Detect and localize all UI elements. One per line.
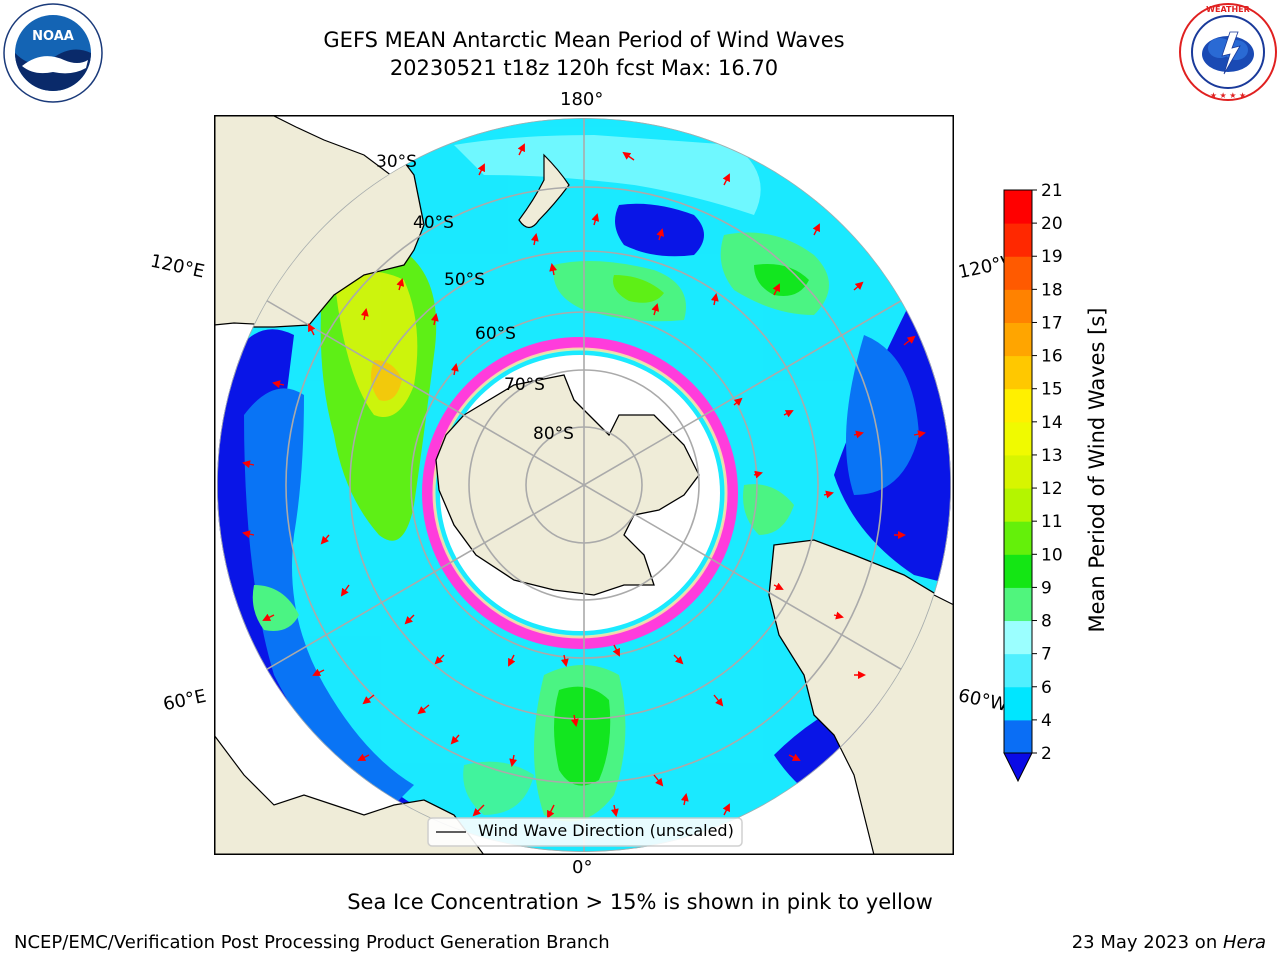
footer-host: Hera [1222,932,1266,953]
map-title: GEFS MEAN Antarctic Mean Period of Wind … [323,28,845,52]
colorbar-segment [1004,289,1032,323]
colorbar-tick-label: 9 [1041,578,1052,598]
latitude-label-50s: 50°S [444,270,485,290]
colorbar-segment [1004,322,1032,357]
svg-text:★ ★ ★ ★: ★ ★ ★ ★ [1210,91,1246,100]
svg-text:WEATHER: WEATHER [1206,5,1250,14]
colorbar-tick-label: 14 [1041,413,1063,433]
colorbar-segment [1004,223,1032,257]
colorbar-tick-label: 6 [1041,678,1052,698]
colorbar-segment [1004,256,1032,290]
colorbar-segment [1004,190,1032,224]
colorbar-segment [1004,686,1032,721]
colorbar-segment [1004,488,1032,522]
colorbar-extension [1003,752,1033,783]
colorbar-tick-label: 17 [1041,313,1063,333]
colorbar-segment [1004,388,1032,423]
colorbar-segment [1004,421,1032,456]
graticule [217,118,951,852]
colorbar-segment [1004,454,1032,489]
colorbar-tick-label: 8 [1041,612,1052,632]
footer-credit: NCEP/EMC/Verification Post Processing Pr… [14,932,610,953]
colorbar-segment [1004,587,1032,622]
colorbar-tick-label: 15 [1041,380,1063,400]
colorbar-tick-label: 11 [1041,512,1063,532]
colorbar-segment [1004,719,1032,754]
latitude-label-70s: 70°S [504,375,545,395]
latitude-label-30s: 30°S [376,152,417,172]
colorbar-tick-label: 20 [1041,214,1063,234]
colorbar-tick-label: 10 [1041,545,1063,565]
footer-date: 23 May 2023 on Hera [1072,932,1266,953]
wind-wave-arrows [242,143,926,819]
map-subtitle: 20230521 t18z 120h fcst Max: 16.70 [389,56,779,80]
meridian-label-60e: 60°E [161,685,208,716]
colorbar-tick-label: 16 [1041,347,1063,367]
colorbar-tick-label: 4 [1041,711,1052,731]
colorbar-segment [1004,355,1032,390]
colorbar-tick-label: 13 [1041,446,1063,466]
colorbar-tick-label: 7 [1041,645,1052,665]
meridian-label-180: 180° [560,89,604,110]
sea-ice-caption: Sea Ice Concentration > 15% is shown in … [347,890,933,914]
latitude-label-60s: 60°S [475,324,516,344]
colorbar: 2 4 6 7 8 9 10 11 12 13 14 15 16 17 18 19 20 21 [1003,181,1063,783]
colorbar-label: Mean Period of Wind Waves [s] [1085,307,1109,633]
latitude-label-80s: 80°S [533,424,574,444]
colorbar-tick-label: 18 [1041,280,1063,300]
colorbar-tick-label: 19 [1041,247,1063,267]
meridian-label-120e: 120°E [148,250,207,283]
colorbar-segment [1004,620,1032,655]
nws-logo: WEATHER ★ ★ ★ ★ [1179,3,1277,101]
meridian-label-0: 0° [572,857,593,878]
colorbar-segment [1004,554,1032,588]
colorbar-tick-label: 12 [1041,479,1063,499]
polar-map [214,115,954,855]
footer-date-text: 23 May 2023 on [1071,932,1223,953]
latitude-label-40s: 40°S [413,213,454,233]
legend-box [427,817,743,847]
colorbar-tick-label: 2 [1041,744,1052,764]
new-zealand [518,153,570,229]
svg-text:NOAA: NOAA [32,29,74,44]
legend-label: Wind Wave Direction (unscaled) [478,821,734,840]
colorbar-frame [1003,189,1033,754]
colorbar-tick-label: 21 [1041,181,1063,201]
antarctica [435,374,700,596]
noaa-logo: NOAA [3,3,103,103]
colorbar-segment [1004,653,1032,688]
colorbar-segment [1004,521,1032,555]
